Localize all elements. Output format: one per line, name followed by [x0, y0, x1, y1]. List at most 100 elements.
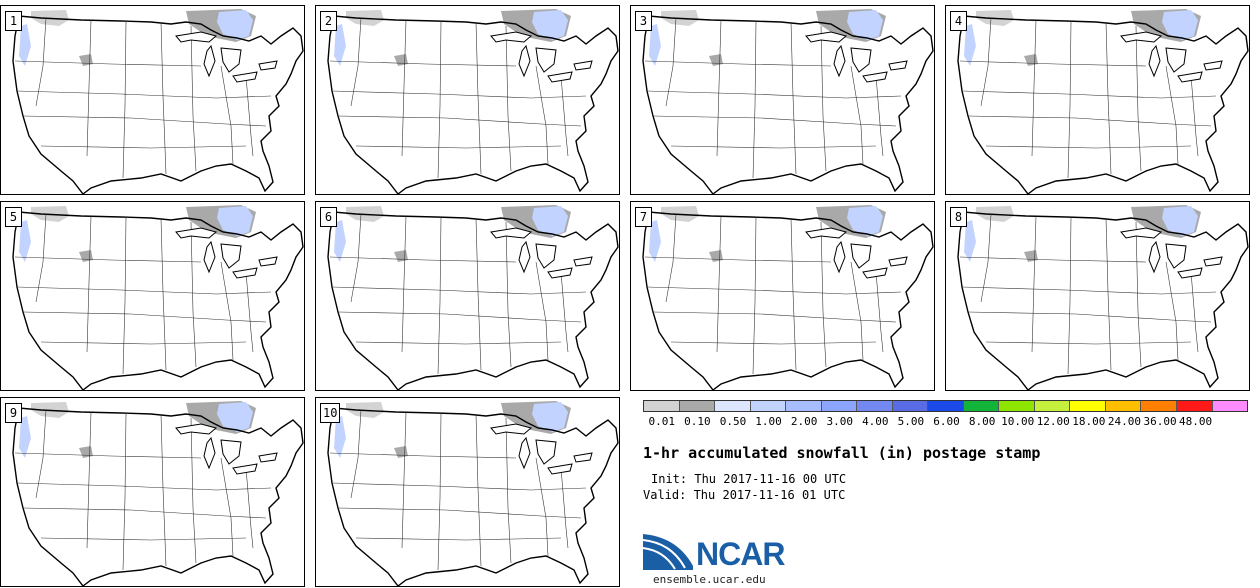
- snowfall-region: [847, 206, 883, 236]
- snowfall-region: [79, 446, 93, 458]
- state-border: [967, 115, 1212, 127]
- us-map: [327, 9, 619, 194]
- snowfall-region: [19, 416, 31, 458]
- state-border: [985, 341, 1192, 345]
- state-border: [40, 341, 247, 345]
- state-border: [35, 213, 47, 303]
- state-border: [22, 507, 267, 519]
- colorbar-swatch: [1212, 401, 1248, 411]
- state-border: [652, 311, 897, 323]
- country-outline: [327, 15, 619, 194]
- snowfall-region: [394, 54, 408, 66]
- great-lake: [573, 256, 593, 267]
- state-border: [190, 25, 197, 172]
- state-border: [1165, 65, 1179, 165]
- panel-number: 10: [320, 403, 341, 423]
- state-border: [850, 65, 864, 165]
- country-outline: [327, 407, 619, 586]
- snowfall-region: [334, 220, 346, 262]
- map-panel: 6: [315, 201, 620, 391]
- state-border: [505, 417, 512, 564]
- snowfall-region: [19, 24, 31, 66]
- colorbar-label: 0.10: [684, 415, 711, 428]
- state-border: [1031, 215, 1037, 353]
- state-border: [475, 21, 482, 175]
- colorbar-label: 10.00: [1001, 415, 1035, 428]
- state-border: [22, 311, 267, 323]
- state-border: [1105, 21, 1112, 175]
- great-lake: [850, 243, 872, 269]
- colorbar-label: 0.50: [719, 415, 747, 428]
- snowfall-region: [532, 10, 568, 40]
- map-panel: 2: [315, 5, 620, 195]
- snowfall-region: [532, 402, 568, 432]
- panel-number: 8: [950, 207, 967, 227]
- state-border: [160, 413, 167, 567]
- ncar-logo-text: NCAR: [696, 536, 785, 572]
- snowfall-region: [334, 24, 346, 66]
- map-panel: 7: [630, 201, 935, 391]
- state-border: [1067, 20, 1072, 179]
- great-lake: [535, 243, 557, 269]
- state-border: [437, 412, 442, 571]
- snowfall-region: [847, 10, 883, 40]
- great-lake: [547, 267, 573, 279]
- great-lake: [232, 71, 258, 83]
- colorbar-label: 0.01: [648, 415, 676, 428]
- great-lake: [573, 60, 593, 71]
- great-lake: [175, 227, 218, 239]
- state-border: [961, 90, 1217, 99]
- colorbar-swatch: [679, 401, 716, 411]
- state-border: [190, 417, 197, 564]
- great-lake: [547, 71, 573, 83]
- panel-number: 7: [635, 207, 652, 227]
- state-border: [329, 452, 517, 459]
- great-lake: [518, 436, 531, 470]
- state-border: [980, 17, 992, 107]
- country-outline: [957, 15, 1249, 194]
- colorbar-swatch: [750, 401, 787, 411]
- snowfall-region: [649, 220, 661, 262]
- great-lake: [203, 436, 216, 470]
- us-map: [12, 9, 304, 194]
- map-panel: 10: [315, 397, 620, 587]
- snowfall-region: [964, 24, 976, 66]
- state-border: [535, 457, 549, 557]
- colorbar-label: 18.00: [1072, 415, 1106, 428]
- state-border: [14, 452, 202, 459]
- great-lake: [220, 243, 242, 269]
- state-border: [190, 221, 197, 368]
- state-border: [475, 217, 482, 371]
- us-map: [642, 205, 934, 390]
- state-border: [505, 25, 512, 172]
- great-lake: [258, 452, 278, 463]
- colorbar-swatch: [821, 401, 858, 411]
- state-border: [329, 256, 517, 263]
- great-lake: [805, 31, 848, 43]
- colorbar-label: 12.00: [1036, 415, 1070, 428]
- state-border: [967, 311, 1212, 323]
- snowfall-region: [19, 220, 31, 262]
- state-border: [337, 311, 582, 323]
- great-lake: [258, 256, 278, 267]
- colorbar-label: 3.00: [826, 415, 853, 428]
- state-border: [160, 217, 167, 371]
- great-lake: [203, 44, 216, 78]
- state-border: [1135, 221, 1142, 368]
- snowfall-region: [1162, 206, 1198, 236]
- great-lake: [535, 47, 557, 73]
- state-border: [535, 261, 549, 361]
- great-lake: [547, 463, 573, 475]
- country-outline: [12, 15, 304, 194]
- state-border: [1105, 217, 1112, 371]
- us-map: [957, 205, 1249, 390]
- valid-time: Valid: Thu 2017-11-16 01 UTC: [643, 488, 846, 502]
- plot-title: 1-hr accumulated snowfall (in) postage s…: [643, 444, 1041, 462]
- state-border: [14, 256, 202, 263]
- state-border: [665, 17, 677, 107]
- panel-number: 2: [320, 11, 337, 31]
- great-lake: [888, 60, 908, 71]
- map-panel: 1: [0, 5, 305, 195]
- snowfall-region: [334, 416, 346, 458]
- snowfall-region: [394, 446, 408, 458]
